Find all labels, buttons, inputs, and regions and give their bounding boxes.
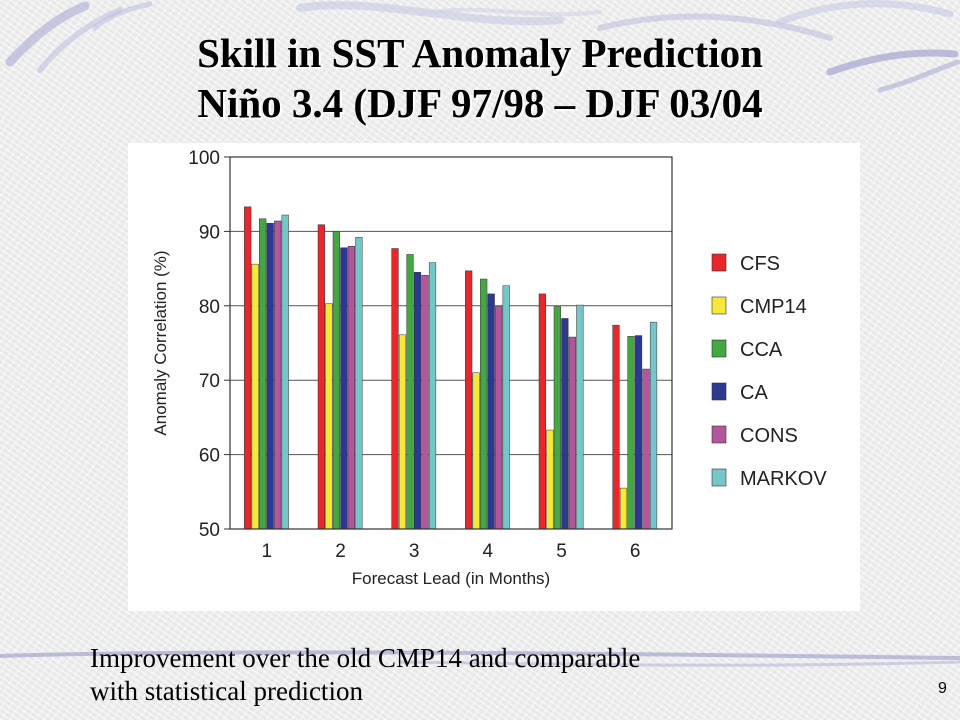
legend-label-cfs: CFS xyxy=(740,253,780,275)
swoosh-top-right-4 xyxy=(877,59,960,93)
swoosh-bottom-1 xyxy=(0,650,960,660)
bar-cons-lead-4 xyxy=(495,306,503,530)
bar-markov-lead-3 xyxy=(428,262,437,530)
bar-cons-lead-2 xyxy=(347,246,355,530)
x-axis-label: Forecast Lead (in Months) xyxy=(352,569,550,588)
legend-swatch-cmp14 xyxy=(711,296,727,315)
caption-line-2: with statistical prediction xyxy=(90,676,363,706)
bar-ca-lead-6 xyxy=(634,335,643,530)
caption-line-1: Improvement over the old CMP14 and compa… xyxy=(90,643,641,673)
legend-swatch-markov xyxy=(711,468,727,487)
bar-cmp14-lead-5 xyxy=(546,429,554,530)
y-tick-labels: 50 60 70 80 90 100 xyxy=(188,148,220,541)
bar-cfs-lead-4 xyxy=(465,270,473,530)
legend-swatch-cons xyxy=(711,425,727,444)
swoosh-top-right-1 xyxy=(597,13,833,41)
bar-ca-lead-4 xyxy=(487,293,495,530)
swoosh-top-left-2 xyxy=(37,7,123,73)
bar-cfs-lead-5 xyxy=(538,293,546,530)
bar-cmp14-lead-2 xyxy=(325,303,333,530)
bar-cfs-lead-3 xyxy=(391,248,399,530)
plot-frame xyxy=(229,156,673,530)
bar-cca-lead-3 xyxy=(406,254,414,530)
bar-cca-lead-5 xyxy=(553,306,561,530)
bar-cons-lead-3 xyxy=(421,275,429,530)
bars-layer xyxy=(244,206,658,530)
legend: CFS CMP14 CCA CA CONS MARKOV xyxy=(711,253,827,490)
y-tick-label: 90 xyxy=(199,222,220,243)
swoosh-top-right-3 xyxy=(826,49,959,76)
bar-markov-lead-1 xyxy=(281,214,289,530)
bar-ca-lead-2 xyxy=(340,247,348,530)
legend-label-cons: CONS xyxy=(740,425,798,447)
x-tick-label: 4 xyxy=(483,541,494,562)
legend-swatch-cfs xyxy=(711,253,727,272)
y-tick-label: 50 xyxy=(199,520,220,541)
swoosh-bottom-2 xyxy=(398,660,960,667)
legend-label-cmp14: CMP14 xyxy=(740,296,807,318)
swoosh-top-left-3 xyxy=(92,1,153,31)
bar-cons-lead-1 xyxy=(274,220,282,530)
page-number: 9 xyxy=(938,680,947,697)
bar-cfs-lead-6 xyxy=(612,324,620,530)
legend-swatch-cca xyxy=(711,339,727,358)
x-tick-labels: 1 2 3 4 5 6 xyxy=(262,541,641,562)
legend-swatch-ca xyxy=(711,382,727,401)
bar-markov-lead-5 xyxy=(576,304,584,530)
bar-ca-lead-3 xyxy=(413,272,422,530)
x-tick-label: 3 xyxy=(409,541,420,562)
bar-cons-lead-6 xyxy=(642,368,650,530)
bar-cmp14-lead-6 xyxy=(619,487,628,530)
chart-container: 50 60 70 80 90 100 1 2 3 4 5 6 Forecast Lead (in M… xyxy=(128,143,860,611)
slide-caption: Improvement over the old CMP14 and compa… xyxy=(90,642,640,708)
grid-layer xyxy=(224,156,672,530)
x-tick-label: 2 xyxy=(335,541,346,562)
bar-ca-lead-1 xyxy=(266,222,274,530)
bar-cmp14-lead-3 xyxy=(398,334,407,530)
legend-label-cca: CCA xyxy=(740,339,783,361)
bar-chart: 50 60 70 80 90 100 1 2 3 4 5 6 Forecast Lead (in M… xyxy=(151,148,827,588)
bar-cca-lead-1 xyxy=(259,218,267,530)
y-tick-label: 80 xyxy=(199,297,220,318)
bar-ca-lead-5 xyxy=(561,318,569,530)
bar-cmp14-lead-1 xyxy=(251,263,259,530)
y-axis-label: Anomaly Correlation (%) xyxy=(151,250,170,435)
x-tick-label: 6 xyxy=(630,541,641,562)
swoosh-top-right-2 xyxy=(776,0,954,26)
bar-cmp14-lead-4 xyxy=(472,372,480,530)
y-tick-label: 60 xyxy=(199,446,220,467)
bar-cfs-lead-1 xyxy=(244,206,252,530)
slide-title-line-2: Niño 3.4 (DJF 97/98 – DJF 03/04 xyxy=(197,80,763,126)
bar-cca-lead-4 xyxy=(480,278,488,530)
y-tick-label: 70 xyxy=(199,371,220,392)
bar-markov-lead-4 xyxy=(502,285,510,530)
bar-markov-lead-2 xyxy=(355,237,363,530)
legend-label-ca: CA xyxy=(740,382,768,404)
bar-markov-lead-6 xyxy=(649,321,658,530)
bar-cfs-lead-2 xyxy=(317,224,325,530)
bar-cca-lead-6 xyxy=(627,336,635,530)
swoosh-top-mid-2 xyxy=(418,7,602,17)
bar-cca-lead-2 xyxy=(332,231,340,530)
bar-cons-lead-5 xyxy=(568,336,576,530)
legend-label-markov: MARKOV xyxy=(740,468,827,490)
swoosh-top-left-1 xyxy=(5,1,90,67)
y-tick-label: 100 xyxy=(188,148,220,169)
x-tick-label: 1 xyxy=(262,541,273,562)
slide-title-line-1: Skill in SST Anomaly Prediction xyxy=(197,30,763,76)
x-tick-label: 5 xyxy=(556,541,567,562)
